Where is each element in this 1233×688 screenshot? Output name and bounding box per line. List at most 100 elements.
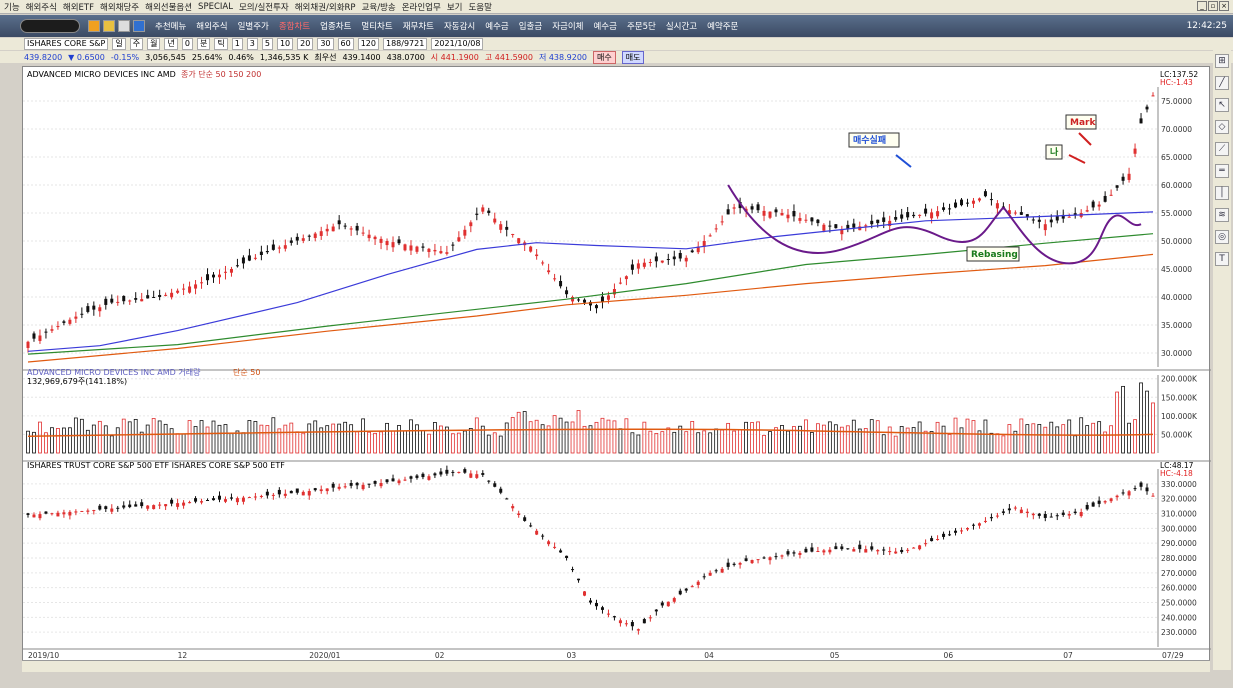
menu-item[interactable]: 보기 — [446, 2, 463, 13]
toolbar-item[interactable]: 해외주식 — [196, 22, 228, 32]
x-tick-label: 03 — [567, 651, 577, 660]
candle-body — [1019, 212, 1023, 215]
date-field[interactable]: 2021/10/08 — [431, 38, 484, 50]
pencil-icon[interactable] — [103, 20, 115, 32]
text-icon[interactable]: T — [1215, 252, 1229, 266]
toolbar-item[interactable]: 업종차트 — [320, 22, 352, 32]
toolbar-item[interactable]: 일별주가 — [237, 22, 269, 32]
volume-bar — [516, 411, 521, 454]
etf-candle-body — [600, 607, 604, 610]
chart-icon[interactable] — [88, 20, 100, 32]
menu-item[interactable]: 기능 — [4, 2, 20, 13]
ticker-field[interactable]: ISHARES CORE S&P — [24, 38, 109, 50]
toolbar-item[interactable]: 예약주문 — [707, 22, 739, 32]
candle-body — [283, 245, 287, 249]
volume-bar — [762, 434, 766, 454]
period-button[interactable]: 10 — [276, 38, 294, 50]
volume-bar — [989, 432, 994, 454]
period-button[interactable]: 월 — [147, 38, 161, 50]
toolbar-item[interactable]: 자금이체 — [552, 22, 584, 32]
vline-icon[interactable]: │ — [1215, 186, 1229, 200]
menu-item[interactable]: 도움말 — [468, 2, 492, 13]
volume-bar — [26, 430, 30, 454]
menu-item[interactable]: 온라인업무 — [401, 2, 441, 13]
y-tick-label: 30.0000 — [1161, 349, 1192, 358]
period-button[interactable]: 일 — [112, 38, 126, 50]
volume-bar — [576, 410, 581, 454]
toolbar-item[interactable]: 예수금 — [485, 22, 509, 32]
search-input[interactable] — [20, 19, 80, 33]
volume-bar — [1109, 425, 1114, 454]
close-icon[interactable]: × — [1219, 1, 1229, 11]
menu-item[interactable]: 해외채권/외화RP — [294, 2, 356, 13]
v-pct: 25.64% — [191, 52, 223, 62]
period-button[interactable]: 60 — [337, 38, 354, 50]
candle-body — [804, 219, 808, 221]
etf-candle-body — [720, 568, 724, 573]
menu-item[interactable]: 모의/실전투자 — [238, 2, 289, 13]
etf-candle-body — [104, 506, 108, 510]
drawing-toolbar: ⊞ ╱ ↖ ◇ ⟋ ═ │ ≋ ◎ T — [1213, 50, 1231, 670]
period-button[interactable]: 틱 — [214, 38, 228, 50]
candle-body — [684, 257, 688, 262]
layout-icon[interactable]: ⊞ — [1215, 54, 1229, 68]
buy-button[interactable]: 매수 — [593, 50, 616, 64]
candle-body — [547, 270, 551, 273]
restore-icon[interactable]: ▫ — [1208, 1, 1218, 11]
volume-bar — [774, 427, 778, 454]
etf-candle-body — [523, 517, 527, 521]
toolbar-item[interactable]: 자동감시 — [443, 22, 476, 32]
fib-icon[interactable]: ≋ — [1215, 208, 1229, 222]
cursor-icon[interactable]: ↖ — [1215, 98, 1229, 112]
volume-bar — [367, 431, 371, 454]
menu-item[interactable]: 해외주식 — [25, 2, 57, 13]
volume-bar — [438, 425, 443, 454]
toolbar-item[interactable]: 멀티차트 — [361, 22, 393, 32]
period-button[interactable]: 30 — [317, 38, 334, 50]
eraser-icon[interactable]: ◇ — [1215, 120, 1229, 134]
toolbar-item[interactable]: 예수금 — [593, 22, 617, 32]
menu-item[interactable]: 해외선물옵션 — [145, 2, 193, 13]
etf-candle-body — [714, 570, 718, 572]
period-button[interactable]: 5 — [261, 38, 273, 50]
etf-candle-body — [475, 474, 479, 478]
period-button[interactable]: 20 — [297, 38, 314, 50]
menu-item[interactable]: 교육/방송 — [361, 2, 396, 13]
menu-item[interactable]: 해외ETF — [62, 2, 95, 13]
period-button[interactable]: 0 — [181, 38, 193, 50]
period-button[interactable]: 분 — [196, 38, 211, 50]
toolbar-item[interactable]: 실시간고 — [665, 22, 698, 32]
volume-bar — [552, 415, 557, 454]
line-icon[interactable]: ╱ — [1215, 76, 1229, 90]
etf-candle-body — [421, 473, 425, 478]
chart-title: ADVANCED MICRO DEVICES INC AMD — [27, 70, 176, 79]
etf-candle-body — [660, 602, 664, 606]
toolbar-item[interactable]: 입출금 — [518, 22, 543, 32]
circle-icon[interactable]: ◎ — [1215, 230, 1229, 244]
trend-icon[interactable]: ⟋ — [1215, 142, 1229, 156]
toolbar-item[interactable]: 종합차트 — [278, 22, 311, 32]
menu-item[interactable]: 해외채당주 — [100, 2, 140, 13]
period-button[interactable]: 년 — [164, 38, 178, 50]
toolbar-item[interactable]: 주문5단 — [626, 22, 656, 32]
candle-body — [618, 282, 622, 284]
toolbar-item[interactable]: 재무차트 — [402, 22, 434, 32]
gear-icon[interactable] — [118, 20, 130, 32]
toolbar-item[interactable]: 추천메뉴 — [155, 22, 187, 32]
minimize-icon[interactable]: _ — [1197, 1, 1207, 11]
etf-candle-body — [223, 499, 227, 502]
period-button[interactable]: 1 — [231, 38, 243, 50]
hline-icon[interactable]: ═ — [1215, 164, 1229, 178]
period-button[interactable]: 120 — [357, 38, 379, 50]
home-icon[interactable] — [133, 20, 145, 32]
sell-button[interactable]: 매도 — [621, 50, 645, 64]
candle-body — [900, 214, 904, 219]
etf-candle-body — [571, 569, 575, 571]
ma-line — [27, 253, 1154, 363]
period-button[interactable]: 3 — [246, 38, 258, 50]
period-button[interactable]: 주 — [129, 38, 144, 50]
etf-candle-body — [696, 581, 700, 585]
candle-body — [1061, 214, 1065, 219]
menu-item[interactable]: SPECIAL — [198, 1, 233, 12]
chart-area[interactable]: 75.0000 70.0000 65.0000 60.0000 55.0000 50.00… — [22, 66, 1211, 671]
